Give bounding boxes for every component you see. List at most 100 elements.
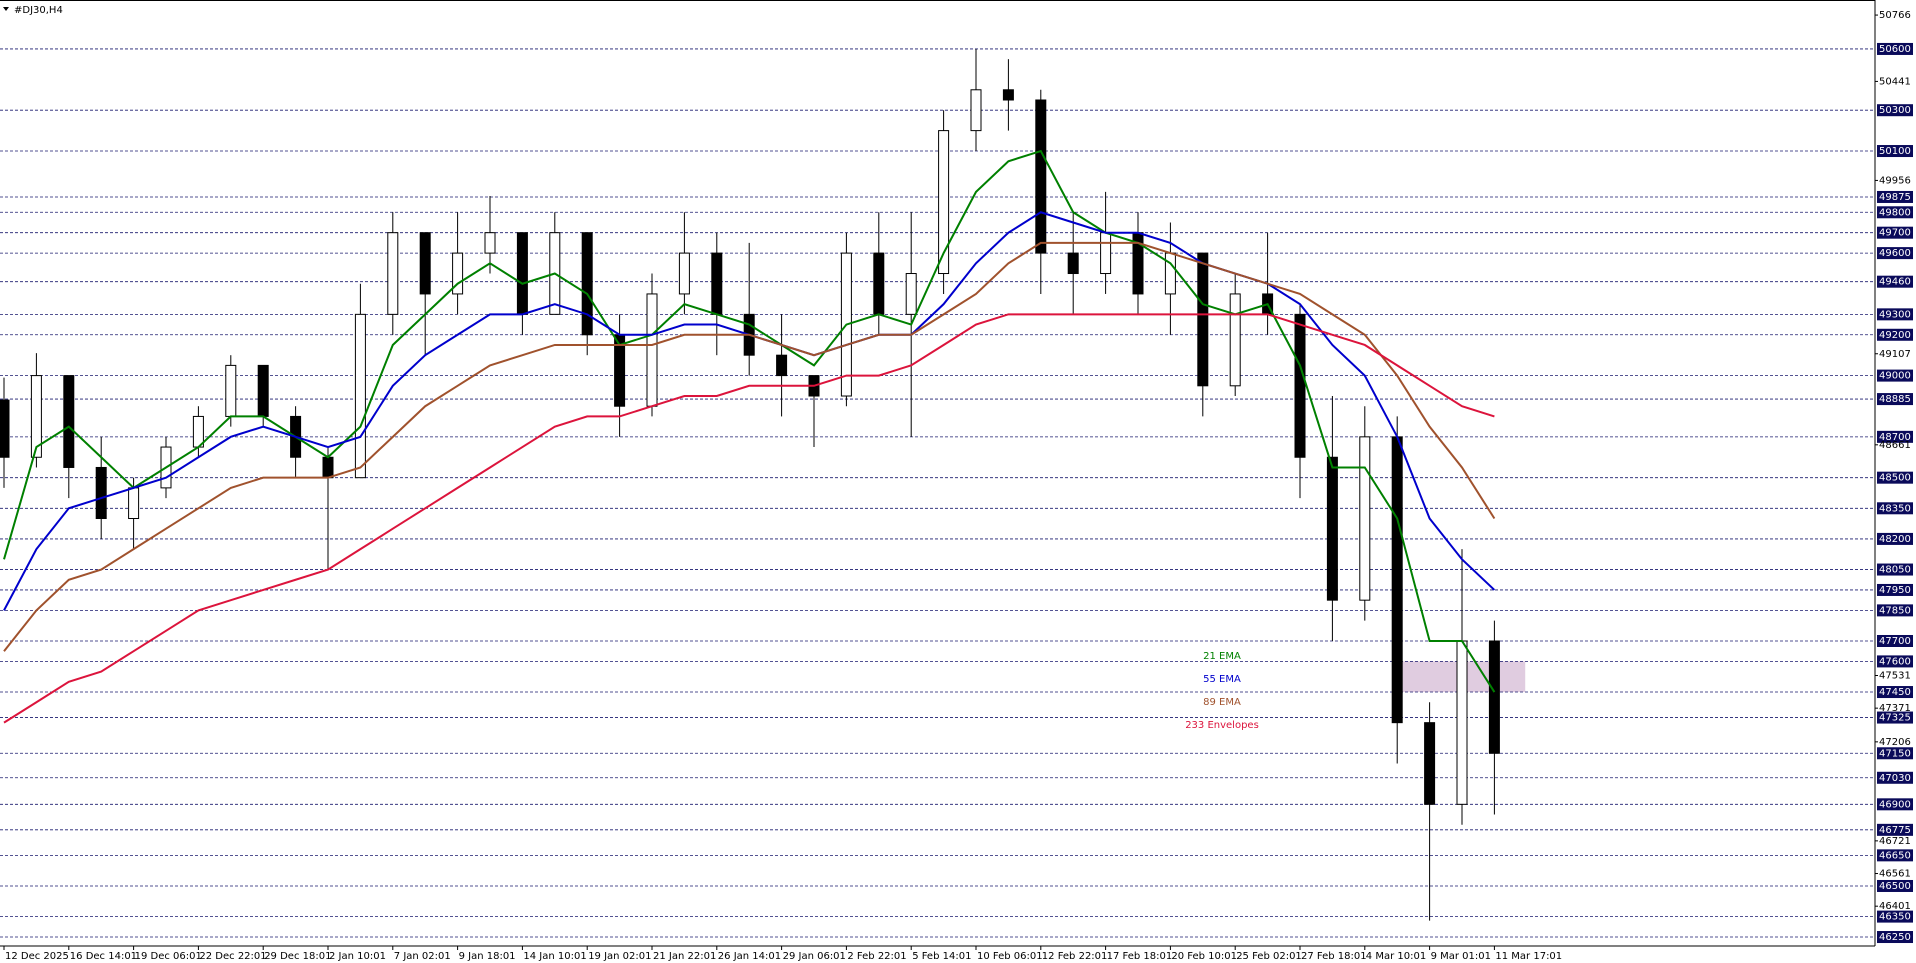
candle-body: [1359, 436, 1371, 601]
legend-label: 233 Envelopes: [1185, 720, 1259, 731]
x-tick-label: 7 Jan 02:01: [394, 951, 451, 962]
candle-body: [938, 130, 950, 275]
candle-body: [1100, 232, 1112, 275]
level-label: 46250: [1879, 932, 1911, 943]
candle-body: [1326, 456, 1338, 601]
candle-body: [419, 232, 431, 295]
x-tick-label: 26 Jan 14:01: [718, 951, 781, 962]
level-label: 49000: [1879, 371, 1911, 382]
x-tick-label: 22 Dec 22:01: [199, 951, 266, 962]
level-label: 47030: [1879, 773, 1911, 784]
level-label: 47325: [1879, 713, 1911, 724]
y-tick-label: 46721: [1879, 836, 1911, 847]
x-tick-label: 9 Jan 18:01: [459, 951, 516, 962]
level-label: 48050: [1879, 565, 1911, 576]
level-label: 48350: [1879, 503, 1911, 514]
level-box: [1877, 910, 1913, 923]
level-box: [1877, 879, 1913, 892]
level-box: [1877, 563, 1913, 576]
x-tick-label: 19 Jan 02:01: [588, 951, 651, 962]
level-label: 46900: [1879, 799, 1911, 810]
y-tick-label: 50441: [1879, 76, 1911, 87]
level-label: 49875: [1879, 192, 1911, 203]
candle-body: [970, 89, 982, 132]
legend-label: 89 EMA: [1203, 697, 1241, 708]
level-label: 49300: [1879, 309, 1911, 320]
level-box: [1877, 369, 1913, 382]
x-tick-label: 19 Dec 06:01: [135, 951, 202, 962]
level-box: [1877, 747, 1913, 760]
x-tick-label: 21 Jan 22:01: [653, 951, 716, 962]
candle-body: [1229, 293, 1241, 387]
candle-body: [905, 273, 917, 315]
x-tick-label: 29 Jan 06:01: [783, 951, 846, 962]
level-label: 49460: [1879, 277, 1911, 288]
x-tick-label: 12 Dec 2025: [5, 951, 69, 962]
x-tick-label: 5 Feb 14:01: [912, 951, 971, 962]
candle-body: [1391, 436, 1403, 724]
candle-body: [1488, 640, 1500, 754]
level-label: 46775: [1879, 825, 1911, 836]
indicator-line: [3, 241, 1496, 652]
x-tick-label: 25 Feb 02:01: [1236, 951, 1302, 962]
level-label: 50300: [1879, 105, 1911, 116]
y-tick-label: 46401: [1879, 901, 1911, 912]
candle-body: [225, 364, 237, 417]
y-tick-label: 49956: [1879, 175, 1911, 186]
candle-body: [711, 252, 723, 315]
level-label: 48500: [1879, 473, 1911, 484]
level-box: [1877, 583, 1913, 596]
x-tick-label: 20 Feb 10:01: [1171, 951, 1237, 962]
level-box: [1877, 931, 1913, 944]
indicator-line: [3, 149, 1496, 693]
level-label: 47150: [1879, 748, 1911, 759]
level-box: [1877, 634, 1913, 647]
level-label: 47700: [1879, 636, 1911, 647]
candle-body: [1197, 252, 1209, 387]
candle-body: [1002, 89, 1014, 101]
level-box: [1877, 104, 1913, 117]
level-box: [1877, 686, 1913, 699]
candle-body: [678, 252, 690, 295]
x-tick-label: 4 Mar 10:01: [1366, 951, 1426, 962]
x-tick-label: 10 Feb 06:01: [977, 951, 1043, 962]
level-box: [1877, 190, 1913, 203]
x-tick-label: 27 Feb 18:01: [1301, 951, 1367, 962]
candle-body: [776, 354, 788, 377]
level-box: [1877, 798, 1913, 811]
y-tick-label: 47206: [1879, 737, 1911, 748]
y-tick-label: 50766: [1879, 10, 1911, 21]
candle-body: [0, 399, 10, 458]
candle-body: [354, 313, 366, 479]
level-box: [1877, 711, 1913, 724]
candle-body: [1067, 252, 1079, 275]
level-label: 49600: [1879, 248, 1911, 259]
title-icon: [3, 7, 9, 11]
level-box: [1877, 226, 1913, 239]
level-box: [1877, 604, 1913, 617]
x-tick-label: 9 Mar 01:01: [1431, 951, 1491, 962]
level-label: 46350: [1879, 912, 1911, 923]
y-tick-label: 47371: [1879, 703, 1911, 714]
x-tick-label: 2 Jan 10:01: [329, 951, 386, 962]
level-label: 48885: [1879, 394, 1911, 405]
level-label: 47600: [1879, 656, 1911, 667]
level-box: [1877, 430, 1913, 443]
chart-title: #DJ30,H4: [14, 5, 63, 16]
x-tick-label: 12 Feb 22:01: [1042, 951, 1108, 962]
level-box: [1877, 206, 1913, 219]
candle-body: [128, 487, 140, 520]
level-box: [1877, 849, 1913, 862]
candle-body: [63, 375, 75, 468]
level-label: 49700: [1879, 228, 1911, 239]
level-box: [1877, 247, 1913, 260]
level-label: 49800: [1879, 207, 1911, 218]
level-box: [1877, 393, 1913, 406]
level-label: 48700: [1879, 432, 1911, 443]
candle-body: [1456, 640, 1468, 805]
level-box: [1877, 275, 1913, 288]
y-tick-label: 46561: [1879, 869, 1911, 880]
level-label: 49200: [1879, 330, 1911, 341]
x-tick-label: 16 Dec 14:01: [70, 951, 137, 962]
